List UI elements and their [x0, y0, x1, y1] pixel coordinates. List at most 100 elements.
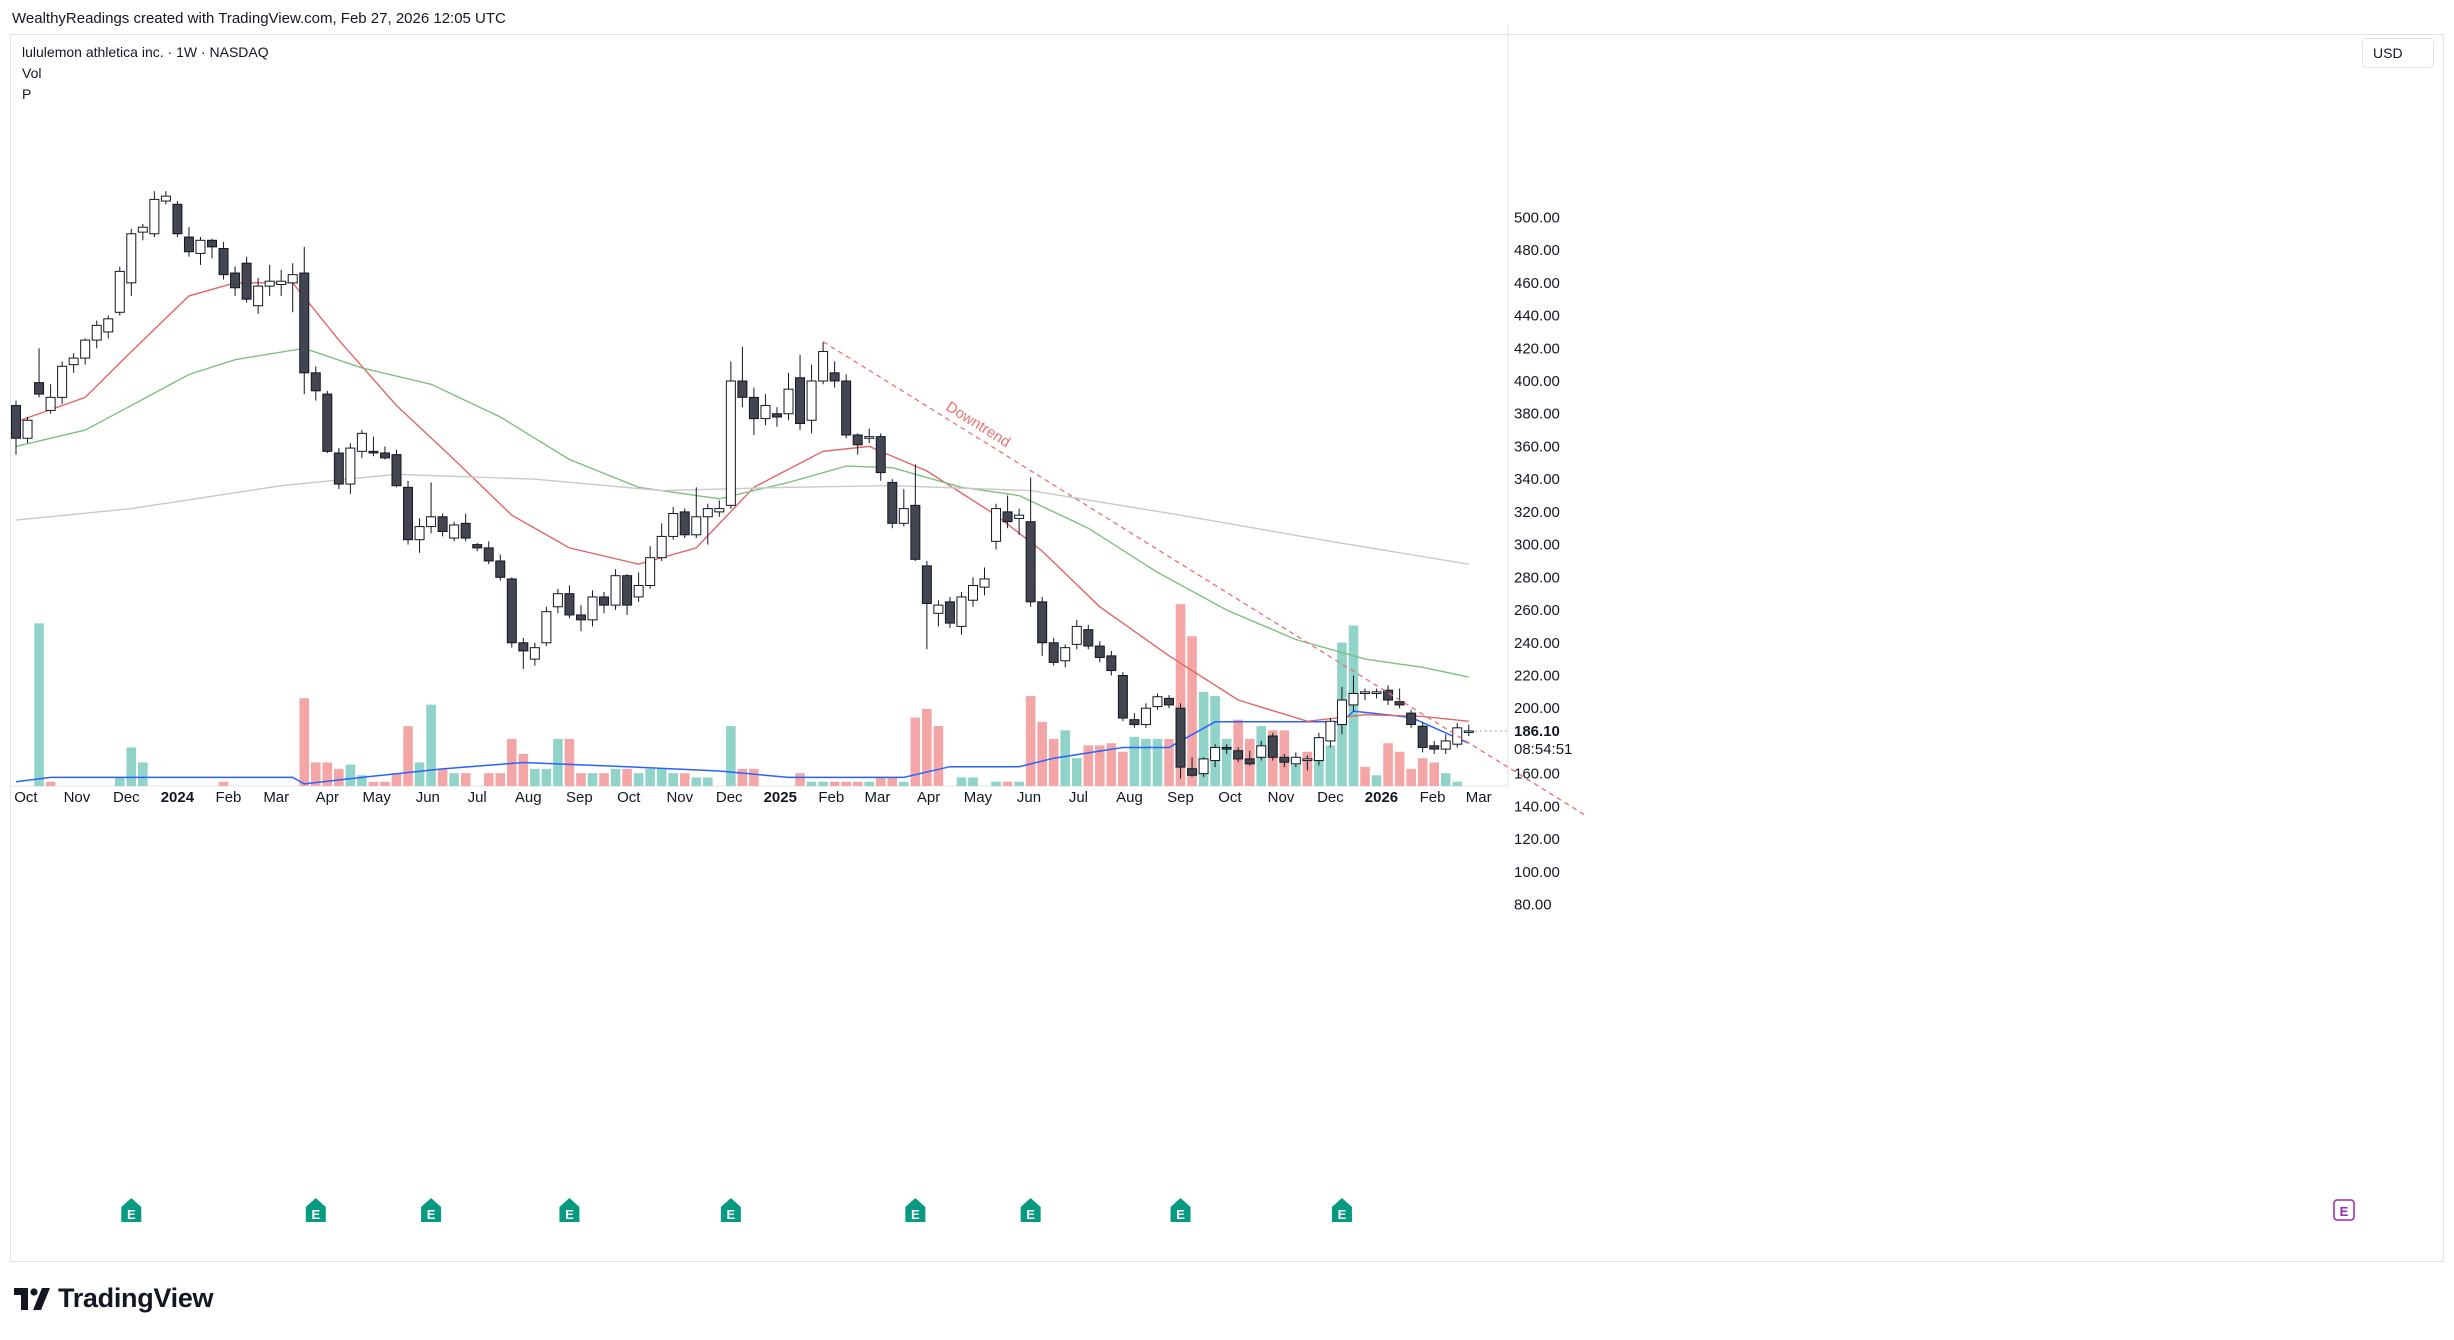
earnings-badge [905, 1198, 926, 1222]
x-tick-label: 2026 [1365, 789, 1398, 806]
earnings-letter: E [427, 1207, 436, 1222]
volume-bar [1129, 736, 1140, 786]
candle-body [506, 578, 517, 644]
candle-body [1325, 720, 1336, 742]
candle-body [1210, 746, 1221, 762]
volume-bar [1360, 766, 1370, 786]
candle-body [1371, 691, 1382, 694]
candle [1002, 495, 1013, 529]
candle [691, 487, 702, 539]
candle-body [1394, 701, 1405, 706]
earnings-marker-icon: E [905, 1198, 926, 1222]
candle [114, 266, 125, 316]
candle-body [1406, 712, 1417, 726]
candle-body [979, 578, 990, 588]
earnings-badge [559, 1198, 580, 1222]
candle [1290, 752, 1301, 768]
volume-ma-line [15, 710, 1470, 785]
price-chart[interactable]: Downtrend E E E E E E E E E E 80.00 100.00 120.00 14… [0, 0, 2454, 1275]
candle [57, 361, 68, 404]
candle [783, 372, 794, 421]
volume-bar [656, 768, 667, 786]
candle [887, 479, 898, 529]
candle-body [241, 262, 252, 300]
candle [795, 354, 806, 431]
candle-body [771, 413, 782, 418]
upcoming-earnings-letter: E [2340, 1204, 2349, 1219]
tradingview-brand[interactable]: TradingView [14, 1283, 214, 1314]
currency-selector[interactable]: USD [2362, 38, 2434, 68]
volume-bar [1164, 738, 1174, 786]
x-tick-label: Dec [716, 789, 743, 806]
candle [172, 201, 183, 238]
volume-bar [1187, 636, 1197, 786]
volume-bar [599, 773, 609, 786]
candle-body [91, 324, 102, 341]
candle [1083, 624, 1094, 650]
volume-bar [126, 747, 137, 786]
y-tick-label: 440.00 [1514, 308, 1560, 325]
candle [1406, 709, 1417, 728]
brand-name: TradingView [58, 1283, 214, 1313]
grid [10, 24, 1509, 787]
candle-body [656, 535, 667, 559]
volume-bar [1118, 751, 1128, 786]
candle-body [1267, 735, 1278, 758]
candle [1014, 508, 1025, 535]
volume-bar [633, 773, 644, 786]
candle [368, 436, 379, 457]
candle-body [529, 647, 540, 660]
candle-body [1002, 511, 1013, 523]
candle-body [599, 596, 610, 606]
candle [725, 361, 736, 509]
volume-bar [1014, 781, 1024, 786]
candle-body [1025, 521, 1036, 603]
candle-body [691, 516, 702, 536]
chart-frame [10, 34, 2444, 1262]
earnings-event-icon: E [2333, 1199, 2355, 1221]
candle [103, 315, 114, 339]
candle-body [587, 596, 598, 621]
candle [1371, 688, 1382, 699]
earnings-badge [1020, 1198, 1041, 1222]
candle-body [622, 575, 633, 606]
volume-bar [852, 781, 863, 786]
candle-body [34, 382, 45, 395]
candle-body [1440, 740, 1451, 750]
candle [852, 433, 863, 455]
earnings-letter: E [127, 1207, 136, 1222]
volume-bar [1371, 775, 1382, 786]
candle [1302, 755, 1313, 771]
candle [575, 605, 586, 632]
ma-slow-line [15, 473, 1469, 565]
candle [737, 346, 748, 408]
earnings-letter: E [727, 1207, 736, 1222]
x-tick-label: Nov [64, 789, 91, 806]
candle-body [518, 642, 529, 652]
candle [1187, 757, 1198, 777]
candle [714, 500, 725, 517]
volume-bar [991, 781, 1001, 786]
x-tick-label: Feb [818, 789, 844, 806]
candle [310, 366, 321, 401]
x-tick-label: 2024 [161, 789, 195, 806]
earnings-badge [421, 1198, 442, 1222]
volume-bar [1002, 781, 1013, 786]
volume-bar [691, 777, 702, 786]
x-tick-label: Mar [1466, 789, 1492, 806]
volume-bar [391, 773, 402, 786]
volume-bar [576, 773, 586, 786]
candle [933, 600, 944, 627]
candle-body [299, 272, 310, 374]
candle [1094, 641, 1105, 663]
candle [403, 480, 414, 545]
candle [1429, 740, 1440, 755]
candle-body [368, 450, 379, 454]
candle [864, 428, 875, 444]
x-tick-label: Jun [416, 789, 440, 806]
volume-bar [1221, 738, 1232, 786]
candle [160, 191, 171, 205]
volume-bar [483, 773, 494, 786]
candle-body [253, 285, 264, 307]
